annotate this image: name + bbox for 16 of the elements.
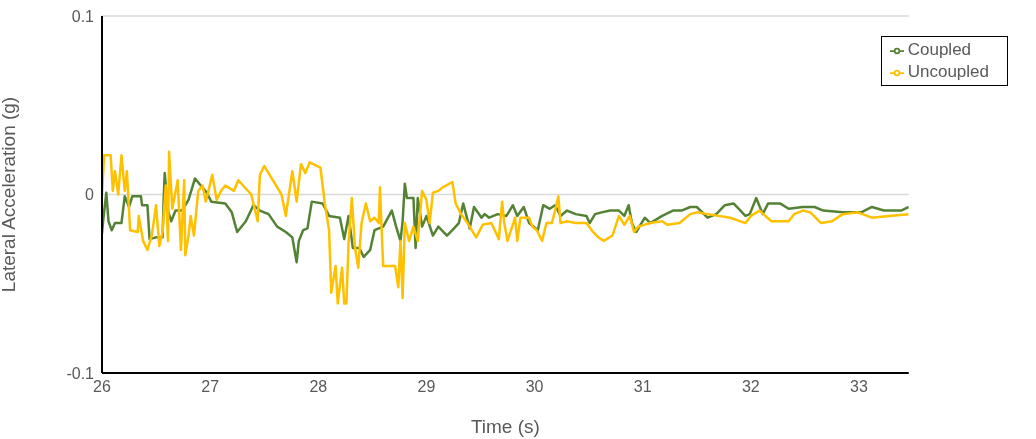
legend-label: Uncoupled [907, 62, 989, 81]
line-series [102, 150, 909, 305]
x-tick-label: 26 [93, 378, 111, 396]
x-axis-title: Time (s) [470, 416, 540, 437]
x-tick-label: 27 [201, 378, 220, 396]
y-axis-title: Lateral Acceleration (g) [0, 96, 19, 293]
y-tick-label: 0 [85, 186, 95, 204]
x-tick-label: 33 [850, 378, 868, 396]
x-tick-label: 32 [741, 378, 760, 396]
x-tick-label: 31 [633, 378, 652, 396]
legend-label: Coupled [907, 40, 972, 59]
y-tick-label: -0.1 [66, 364, 95, 382]
x-tick-label: 28 [309, 378, 328, 396]
y-tick-label: 0.1 [71, 7, 95, 25]
x-tick-label: 29 [417, 378, 436, 396]
x-tick-label: 30 [525, 378, 544, 396]
